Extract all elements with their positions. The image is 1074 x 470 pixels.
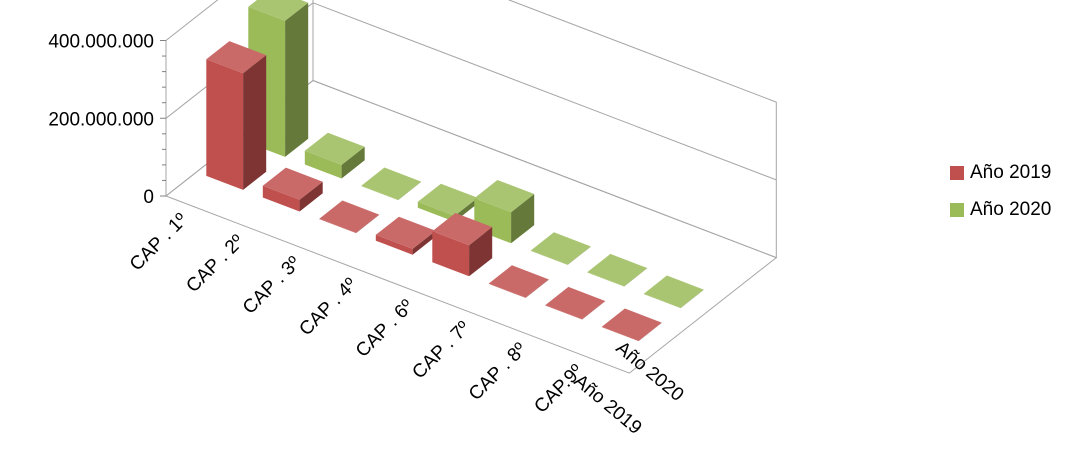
x-tick-label-1: CAP . 2º xyxy=(182,231,248,297)
bar-top-face xyxy=(375,216,436,249)
bar-front-face xyxy=(432,231,470,277)
bar-2019-2 xyxy=(319,200,380,234)
bar-2019-5 xyxy=(488,265,549,298)
x-tick-label-3: CAP . 4º xyxy=(295,274,361,340)
bar-2019-1 xyxy=(262,167,323,212)
bar-side-face xyxy=(243,55,267,190)
bar-side-face xyxy=(582,301,606,320)
bar-front-face xyxy=(304,150,342,179)
bar-2019-7 xyxy=(601,308,662,342)
x-tick-label-0: CAP . 1º xyxy=(126,209,192,275)
y-tick-label-2: 400.000.000 xyxy=(48,32,154,53)
bar-front-face xyxy=(361,185,399,201)
bar-2019-0 xyxy=(206,41,267,190)
bar-front-face xyxy=(587,272,625,287)
bar-2019-3 xyxy=(375,216,436,255)
bar-2019-6 xyxy=(545,286,606,320)
back-wall xyxy=(312,0,777,259)
bar-side-face xyxy=(511,194,535,244)
bar-top-face xyxy=(417,183,478,216)
bar-side-face xyxy=(299,181,323,212)
bar-front-face xyxy=(643,293,681,309)
bar-2020-1 xyxy=(304,132,365,179)
bar-top-face xyxy=(319,200,380,233)
bar-top-face xyxy=(545,286,606,320)
depth-label-1: Año 2020 xyxy=(612,337,688,405)
bar-top-face xyxy=(262,167,323,200)
x-tick-label-5: CAP . 7º xyxy=(408,317,474,383)
bar-2020-2 xyxy=(361,167,422,201)
bar-top-face xyxy=(643,275,704,308)
bar-side-face xyxy=(398,181,422,201)
bar-side-face xyxy=(624,268,648,287)
bar-front-face xyxy=(206,59,244,190)
bar-top-face xyxy=(248,0,309,21)
bar-front-face xyxy=(488,283,526,298)
bar-2020-6 xyxy=(587,253,648,287)
depth-label-0: Año 2019 xyxy=(570,370,646,438)
bar-top-face xyxy=(530,232,591,265)
y-tick-label-1: 200.000.000 xyxy=(48,109,154,130)
bar-front-face xyxy=(262,185,300,212)
bar-2020-7 xyxy=(643,275,704,309)
bar-top-face xyxy=(206,41,267,74)
bar-front-face xyxy=(530,250,568,265)
bar-side-face xyxy=(638,322,662,342)
bar-top-face xyxy=(432,213,493,246)
bar-2019-4 xyxy=(432,213,493,277)
legend-item-2020: Año 2020 xyxy=(950,196,1051,223)
bar-top-face xyxy=(361,167,422,200)
x-tick-label-2: CAP . 3º xyxy=(239,253,305,319)
bar-front-face xyxy=(375,234,413,255)
bar-2020-5 xyxy=(530,232,591,265)
bar-front-face xyxy=(545,305,583,320)
legend: Año 2019 Año 2020 xyxy=(950,159,1051,233)
bar-side-face xyxy=(680,289,704,309)
bar-top-face xyxy=(587,253,648,287)
bar-side-face xyxy=(356,214,380,234)
bar-side-face xyxy=(525,279,549,298)
bar-top-face xyxy=(601,308,662,341)
bar-front-face xyxy=(417,201,455,222)
legend-label-2019: Año 2019 xyxy=(970,161,1052,183)
bar-side-face xyxy=(412,230,436,255)
bar-side-face xyxy=(285,2,309,157)
x-tick-label-6: CAP . 8º xyxy=(465,339,531,405)
bar-top-face xyxy=(488,265,549,298)
bar-2020-3 xyxy=(417,183,478,222)
y-tick-label-0: 0 xyxy=(143,187,154,208)
bar-front-face xyxy=(601,326,639,342)
bar-side-face xyxy=(341,146,365,179)
bar-side-face xyxy=(567,246,591,265)
bar-side-face xyxy=(469,227,493,277)
bar-top-face xyxy=(304,132,365,165)
legend-item-2019: Año 2019 xyxy=(950,159,1051,186)
legend-swatch-2019 xyxy=(950,165,964,180)
bar-top-face xyxy=(474,180,535,213)
bar-front-face xyxy=(319,218,357,234)
x-tick-label-4: CAP . 6º xyxy=(352,296,418,362)
legend-label-2020: Año 2020 xyxy=(970,198,1052,220)
legend-swatch-2020 xyxy=(950,202,964,217)
